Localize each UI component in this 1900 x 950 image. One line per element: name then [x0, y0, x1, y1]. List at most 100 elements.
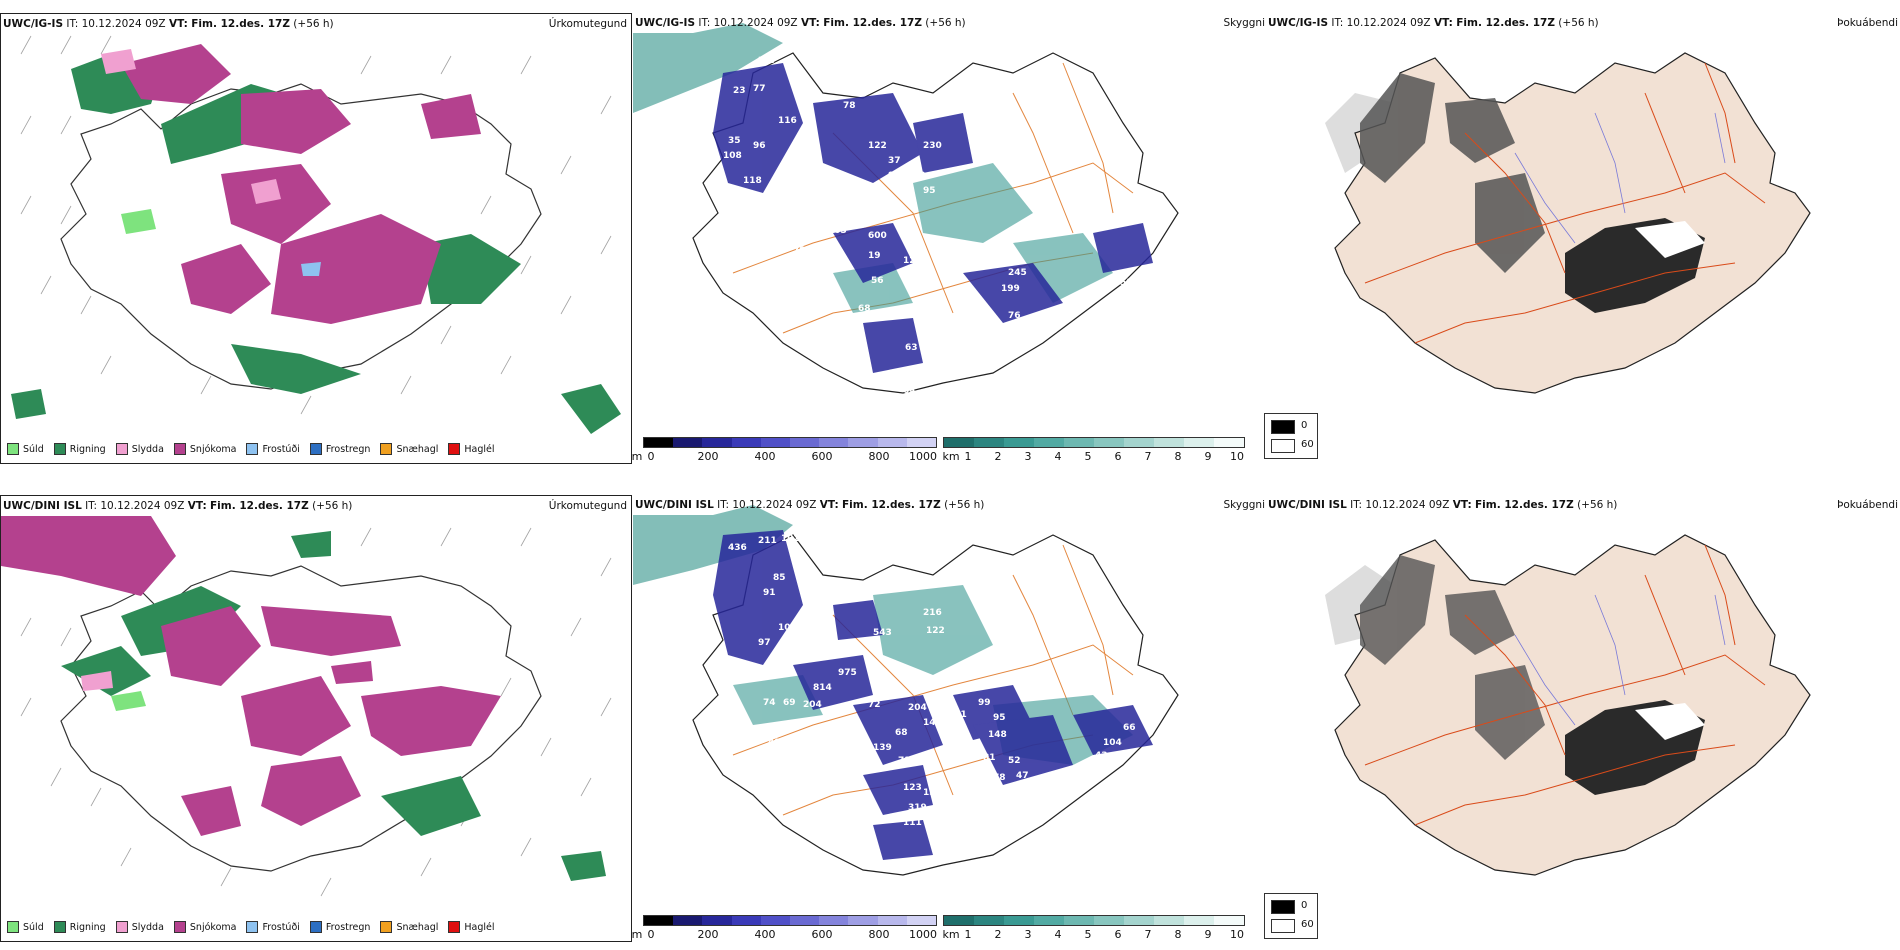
- visibility-value-label: 76: [1008, 311, 1021, 321]
- colorbar-tick: 1: [964, 928, 972, 941]
- colorbar-tick: 8: [1174, 928, 1182, 941]
- legend-swatch: [7, 443, 19, 455]
- visibility-value-label: 148: [988, 730, 1007, 740]
- visibility-value-label: 19: [868, 251, 881, 261]
- model-name: UWC/IG-IS: [635, 17, 696, 29]
- visibility-value-label: 204: [803, 700, 822, 710]
- legend-item: Slydda: [115, 443, 164, 455]
- visibility-value-label: 23: [733, 86, 746, 96]
- model-name: UWC/IG-IS: [1268, 17, 1329, 29]
- legend-swatch: [7, 921, 19, 933]
- visibility-value-label: 68: [895, 728, 908, 738]
- visibility-value-label: 245: [803, 623, 822, 633]
- legend-item: Slydda: [115, 921, 164, 933]
- vt-value: Fim. 12.des. 17Z: [823, 17, 922, 29]
- it-value: 10.12.2024 09Z: [732, 499, 817, 511]
- legend-swatch: [448, 443, 461, 455]
- colorbar-tick: 4: [1054, 450, 1062, 463]
- panel-title-visibility: Skyggni: [1223, 499, 1266, 511]
- panel-title-precip-type: Úrkomutegund: [548, 18, 627, 30]
- legend-item: Haglél: [448, 921, 495, 933]
- fog-legend-black-value: 0: [1301, 900, 1308, 911]
- visibility-value-label: 127: [788, 231, 807, 241]
- visibility-map: 227 23 77 35 108 96 116 118 70 100 78 12…: [633, 23, 1179, 396]
- iceland-outline: [60, 565, 542, 872]
- visibility-value-label: 100: [798, 181, 817, 191]
- panel-header: UWC/IG-IS IT: 10.12.2024 09Z VT: Fim. 12…: [1268, 17, 1599, 29]
- legend-swatch: [53, 443, 66, 455]
- visibility-value-label: 122: [926, 626, 945, 636]
- vt-value: Fim. 12.des. 17Z: [191, 18, 290, 30]
- legend-item: Snjókoma: [173, 443, 236, 455]
- fog-index-legend: 0 60: [1264, 413, 1318, 459]
- visibility-value-label: 41: [941, 249, 954, 259]
- visibility-value-label: 139: [873, 743, 892, 753]
- visibility-value-label: 64: [903, 386, 916, 396]
- visibility-value-label: 81: [983, 753, 996, 763]
- visibility-value-label: 99: [888, 171, 901, 181]
- lead-time: (+56 h): [944, 499, 985, 511]
- visibility-value-label: 103: [828, 226, 847, 236]
- vt-value: Fim. 12.des. 17Z: [1475, 499, 1574, 511]
- it-label: IT:: [66, 18, 79, 30]
- vt-label: VT:: [187, 500, 207, 512]
- visibility-value-label: 543: [873, 628, 892, 638]
- visibility-map: 436 211 102 85 91 108 245 97 543 122 216…: [633, 505, 1179, 876]
- visibility-value-label: 63: [905, 343, 918, 353]
- model-name: UWC/DINI ISL: [3, 500, 82, 512]
- visibility-value-label: 205: [988, 256, 1007, 266]
- visibility-value-label: 199: [1001, 284, 1020, 294]
- colorbar-tick: 4: [1054, 928, 1062, 941]
- colorbar-tick: 1: [964, 450, 972, 463]
- visibility-m-colorbar: [643, 915, 937, 926]
- visibility-value-label: 52: [1008, 756, 1021, 766]
- visibility-value-label: 51: [1120, 278, 1133, 288]
- fog-index-map: [1325, 534, 1811, 876]
- visibility-value-label: 56: [871, 276, 884, 286]
- visibility-value-label: 49: [768, 738, 781, 748]
- vt-value: Fim. 12.des. 17Z: [210, 500, 309, 512]
- it-value: 10.12.2024 09Z: [713, 17, 798, 29]
- fog-legend-black-swatch: [1271, 900, 1295, 914]
- fog-index-panel-row2: UWC/DINI ISL IT: 10.12.2024 09Z VT: Fim.…: [1264, 495, 1900, 942]
- visibility-value-label: 141: [948, 710, 967, 720]
- fog-index-legend: 0 60: [1264, 893, 1318, 939]
- panel-header: UWC/IG-IS IT: 10.12.2024 09Z VT: Fim. 12…: [635, 17, 966, 29]
- visibility-value-label: 65: [738, 718, 751, 728]
- colorbar-tick: 10: [1230, 928, 1244, 941]
- visibility-value-label: 121: [931, 823, 950, 833]
- vt-label: VT:: [800, 17, 820, 29]
- visibility-value-label: 66: [1123, 723, 1136, 733]
- visibility-value-label: 118: [743, 176, 762, 186]
- visibility-value-label: 87: [1028, 329, 1041, 339]
- colorbar-tick: 7: [1144, 450, 1152, 463]
- colorbar-tick: 8: [1174, 450, 1182, 463]
- it-label: IT:: [1350, 499, 1363, 511]
- it-value: 10.12.2024 09Z: [81, 18, 166, 30]
- visibility-value-label: 216: [923, 608, 942, 618]
- vt-label: VT:: [819, 499, 839, 511]
- visibility-value-label: 69: [783, 698, 796, 708]
- visibility-value-label: 86: [813, 246, 826, 256]
- lead-time: (+56 h): [293, 18, 334, 30]
- vt-value: Fim. 12.des. 17Z: [1456, 17, 1555, 29]
- visibility-value-label: 245: [1008, 268, 1027, 278]
- visibility-value-label: 78: [843, 101, 856, 111]
- visibility-value-label: 975: [838, 668, 857, 678]
- colorbar-tick: 400: [754, 450, 776, 463]
- colorbar-unit: m: [631, 928, 643, 941]
- iceland-outline: [60, 83, 542, 390]
- visibility-value-label: 85: [773, 573, 786, 583]
- legend-item: Súld: [7, 443, 44, 455]
- visibility-value-label: 43: [1095, 751, 1108, 761]
- model-name: UWC/DINI ISL: [635, 499, 714, 511]
- colorbar-tick: 3: [1024, 928, 1032, 941]
- visibility-value-label: 134: [923, 788, 942, 798]
- lead-time: (+56 h): [312, 500, 353, 512]
- visibility-value-label: 167: [981, 329, 1000, 339]
- visibility-value-label: 74: [763, 698, 776, 708]
- colorbar-tick: 6: [1114, 450, 1122, 463]
- legend-swatch: [246, 443, 259, 455]
- visibility-value-label: 111: [903, 818, 922, 828]
- vt-label: VT:: [168, 18, 188, 30]
